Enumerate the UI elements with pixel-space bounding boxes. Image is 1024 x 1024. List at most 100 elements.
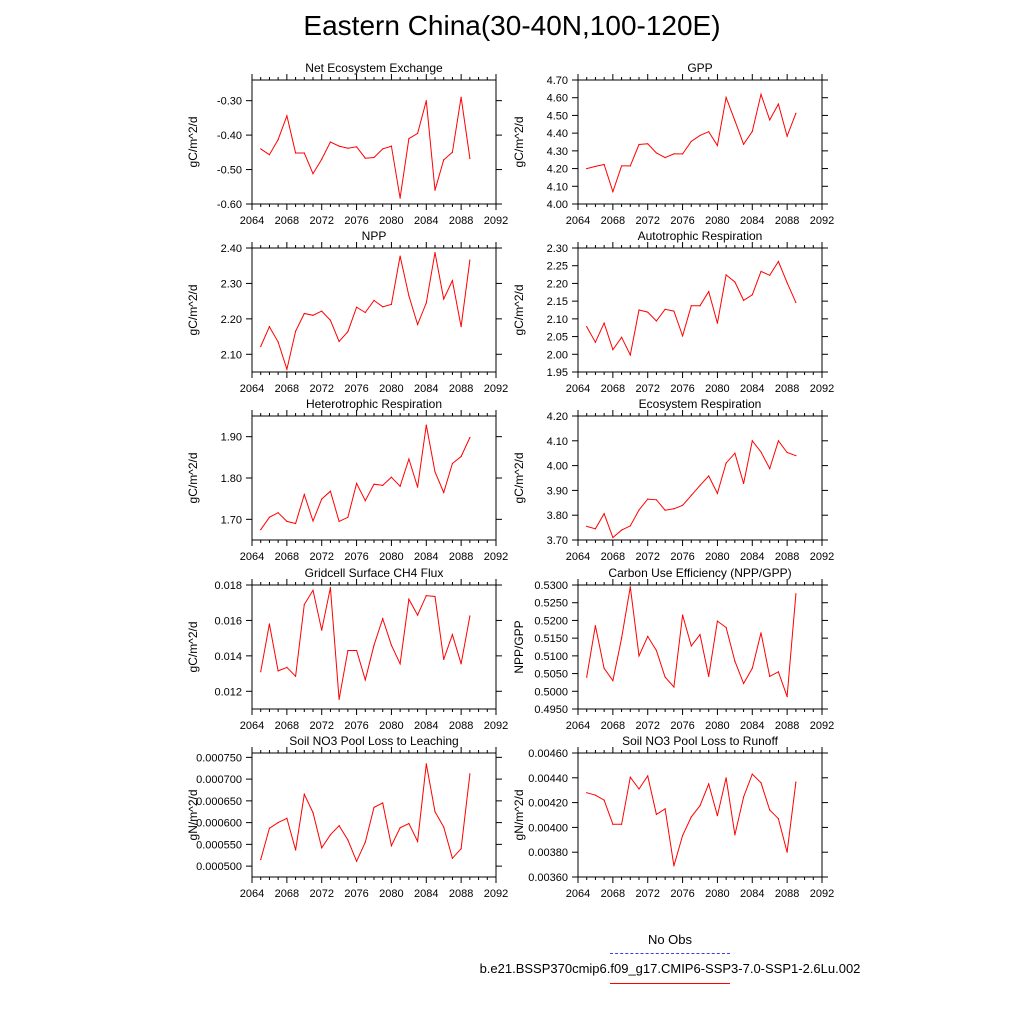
data-point	[260, 671, 262, 673]
legend-case-line	[610, 983, 730, 984]
data-point	[603, 799, 605, 801]
series-line	[260, 97, 471, 199]
data-point	[777, 818, 780, 820]
data-point	[690, 816, 692, 818]
data-point	[769, 119, 771, 121]
data-point	[777, 440, 780, 442]
y-tick-label: 1.90	[221, 432, 242, 444]
data-point	[443, 491, 445, 494]
x-tick-label: 2080	[705, 551, 729, 563]
data-point	[664, 808, 666, 810]
x-tick-label: 2088	[449, 888, 473, 900]
plot-frame	[251, 79, 497, 205]
data-point	[355, 860, 358, 862]
data-point	[399, 485, 401, 487]
data-point	[268, 154, 271, 156]
data-point	[347, 649, 349, 652]
y-tick-label: -0.50	[217, 165, 242, 177]
panel-0: Net Ecosystem Exchange gC/m^2/d 2064 2068 20…	[186, 61, 508, 227]
data-point	[734, 660, 736, 662]
data-point	[594, 794, 597, 796]
y-tick-label: 0.5050	[534, 669, 568, 681]
x-tick-label: 2076	[670, 383, 694, 395]
data-point	[795, 112, 797, 114]
data-point	[760, 93, 762, 95]
panel-title: Autotrophic Respiration	[638, 229, 763, 243]
data-point	[443, 658, 445, 661]
x-tick-label: 2084	[414, 720, 438, 732]
x-tick-label: 2072	[635, 888, 659, 900]
data-point	[716, 322, 719, 324]
x-tick-label: 2080	[705, 215, 729, 227]
data-point	[390, 644, 393, 646]
data-point	[425, 424, 427, 426]
data-point	[603, 667, 605, 669]
data-point	[303, 152, 305, 154]
data-point	[399, 827, 401, 829]
data-point	[268, 623, 271, 625]
panel-title: Carbon Use Efficiency (NPP/GPP)	[608, 566, 791, 580]
y-tick-label: 2.20	[221, 314, 242, 326]
data-point	[769, 675, 771, 678]
data-point	[742, 796, 745, 798]
y-tick-label: 0.00400	[528, 822, 568, 834]
data-point	[690, 494, 692, 496]
x-tick-label: 2068	[275, 720, 299, 732]
data-point	[373, 483, 375, 485]
data-point	[751, 294, 753, 296]
y-tick-label: 0.00360	[528, 872, 568, 884]
data-point	[373, 156, 375, 159]
x-tick-label: 2064	[566, 551, 590, 563]
data-point	[408, 295, 410, 297]
y-axis-label: gC/m^2/d	[512, 285, 526, 336]
x-tick-label: 2084	[740, 551, 764, 563]
data-point	[664, 509, 666, 511]
data-point	[329, 141, 332, 143]
data-point	[594, 625, 597, 627]
x-tick-label: 2092	[810, 551, 834, 563]
x-tick-label: 2072	[309, 215, 333, 227]
data-point	[390, 303, 393, 305]
data-point	[460, 455, 462, 458]
data-point	[647, 775, 649, 777]
data-point	[321, 158, 323, 160]
data-point	[620, 529, 623, 531]
data-point	[716, 492, 719, 494]
data-point	[408, 137, 410, 140]
data-point	[725, 462, 727, 464]
x-tick-label: 2072	[309, 888, 333, 900]
x-tick-label: 2064	[240, 383, 264, 395]
data-point	[742, 682, 745, 685]
x-tick-label: 2088	[449, 383, 473, 395]
data-point	[277, 138, 279, 141]
data-point	[769, 274, 771, 276]
x-tick-label: 2092	[810, 215, 834, 227]
series-line	[260, 425, 471, 530]
data-point	[364, 157, 366, 159]
data-point	[268, 326, 271, 328]
x-tick-label: 2092	[484, 551, 508, 563]
data-point	[638, 655, 640, 657]
data-point	[612, 191, 614, 193]
data-point	[425, 595, 427, 597]
legend-obs-label: No Obs	[647, 932, 693, 947]
x-tick-label: 2068	[275, 215, 299, 227]
data-point	[286, 368, 288, 370]
data-point	[294, 522, 297, 525]
data-point	[673, 865, 675, 867]
x-tick-label: 2064	[240, 888, 264, 900]
x-tick-label: 2064	[240, 215, 264, 227]
data-point	[286, 666, 288, 668]
y-tick-label: 2.10	[221, 349, 242, 361]
data-point	[655, 152, 658, 154]
data-point	[629, 525, 631, 527]
panel-title: Gridcell Surface CH4 Flux	[305, 566, 444, 580]
data-point	[338, 145, 340, 147]
panel-2: NPP gC/m^2/d 2064 2068 2072 2076 2080 2084 2088 2…	[186, 229, 508, 395]
x-tick-label: 2072	[309, 551, 333, 563]
y-axis-label: gC/m^2/d	[512, 453, 526, 504]
x-tick-label: 2076	[344, 888, 368, 900]
data-point	[786, 135, 788, 137]
y-tick-label: 4.10	[547, 436, 568, 448]
data-point	[708, 131, 710, 133]
